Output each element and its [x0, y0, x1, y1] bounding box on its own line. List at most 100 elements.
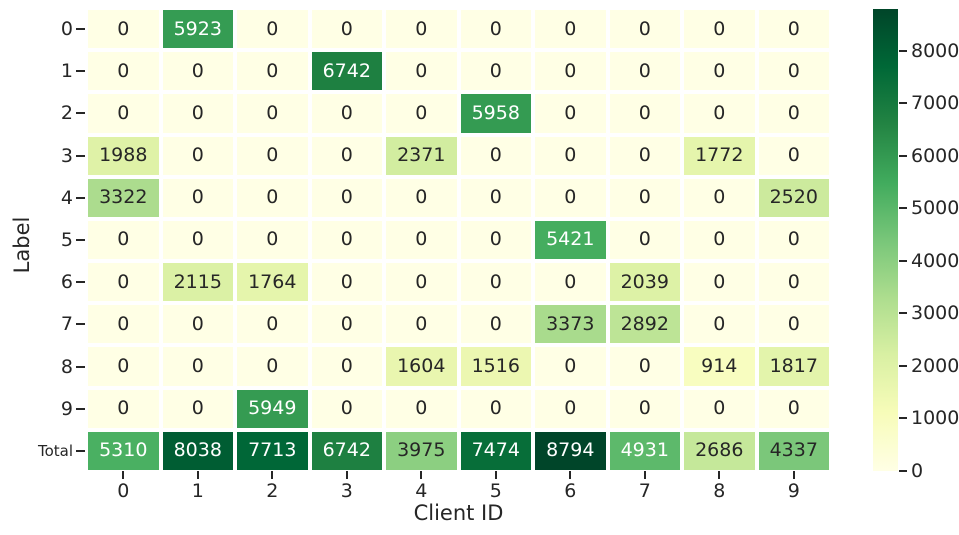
heatmap-cell: 0: [535, 347, 606, 386]
heatmap-cell: 0: [535, 10, 606, 49]
heatmap-cell: 8794: [535, 431, 606, 470]
heatmap-cell: 0: [758, 220, 829, 260]
y-tick-mark: [76, 281, 85, 284]
heatmap-cell: 0: [535, 263, 606, 302]
heatmap-cell: 0: [162, 220, 233, 260]
colorbar-tick-mark: [899, 207, 907, 210]
x-tick-mark: [792, 471, 795, 479]
x-tick-mark: [196, 471, 199, 479]
heatmap-cell: 1772: [684, 136, 755, 175]
heatmap-cell: 0: [684, 305, 755, 344]
y-tick-mark: [76, 196, 85, 199]
heatmap-cell: 2371: [386, 136, 457, 175]
heatmap-cell: 0: [758, 136, 829, 175]
heatmap-cell: 0: [386, 263, 457, 302]
y-tick-label: 0: [60, 18, 73, 41]
heatmap-cell: 0: [684, 220, 755, 260]
heatmap-cell: 0: [311, 94, 382, 133]
heatmap-cell: 0: [758, 305, 829, 344]
colorbar-tick-mark: [899, 364, 907, 367]
y-tick-mark: [76, 407, 85, 410]
heatmap-cell: 0: [311, 305, 382, 344]
colorbar-tick-mark: [899, 49, 907, 52]
heatmap-cell: 5923: [162, 10, 233, 49]
x-tick-mark: [420, 471, 423, 479]
heatmap-cell: 0: [386, 52, 457, 91]
x-tick-mark: [271, 471, 274, 479]
heatmap-cell: 2520: [758, 178, 829, 217]
heatmap-cell: 0: [684, 178, 755, 217]
colorbar-tick-label: 1000: [911, 407, 959, 430]
heatmap-cell: 0: [386, 389, 457, 428]
heatmap-cell: 0: [758, 389, 829, 428]
heatmap-cell: 0: [237, 305, 308, 344]
heatmap-cell: 0: [609, 347, 680, 386]
heatmap-cell: 914: [684, 347, 755, 386]
x-tick-label: 6: [564, 480, 577, 502]
y-tick-label: 9: [60, 397, 73, 420]
y-tick-label: 8: [60, 355, 73, 378]
heatmap-cell: 0: [237, 94, 308, 133]
colorbar-tick-mark: [899, 312, 907, 315]
heatmap-cell: 5958: [460, 94, 531, 133]
colorbar-tick-label: 8000: [911, 39, 959, 62]
x-tick-label: 8: [713, 480, 726, 502]
x-tick-mark: [569, 471, 572, 479]
y-tick-label: 5: [60, 229, 73, 251]
heatmap-cell: 0: [88, 10, 159, 49]
heatmap-cell: 1817: [758, 347, 829, 386]
heatmap-cell: 0: [311, 263, 382, 302]
heatmap-cell: 0: [311, 178, 382, 217]
heatmap-cell: 0: [609, 178, 680, 217]
colorbar-tick-mark: [899, 417, 907, 420]
heatmap-cell: 0: [386, 305, 457, 344]
heatmap-cell: 0: [535, 136, 606, 175]
heatmap-cell: 0: [311, 389, 382, 428]
y-tick-label: 4: [60, 186, 73, 209]
heatmap-cell: 1764: [237, 263, 308, 302]
heatmap-cell: 0: [237, 52, 308, 91]
heatmap-cell: 0: [162, 136, 233, 175]
x-tick-mark: [345, 471, 348, 479]
heatmap-cell: 0: [237, 220, 308, 260]
heatmap-cell: 0: [386, 220, 457, 260]
heatmap-cell: 3373: [535, 305, 606, 344]
y-tick-mark: [76, 365, 85, 368]
x-tick-label: 5: [489, 480, 502, 502]
x-tick-mark: [718, 471, 721, 479]
y-tick-label: 6: [60, 271, 73, 294]
colorbar-tick-label: 4000: [911, 249, 959, 272]
colorbar-tick-label: 2000: [911, 354, 959, 377]
heatmap-grid: 0 5923 0 0 0 0 0 0 0 0 0 0 0 6742 0 0 0 0 0 0 0 0 0 0 0 5958 0 0 0 0 1…: [88, 10, 829, 470]
x-tick-label: 2: [266, 480, 279, 502]
heatmap-cell: 0: [311, 136, 382, 175]
heatmap-cell: 0: [237, 178, 308, 217]
x-tick-mark: [494, 471, 497, 479]
heatmap-cell: 6742: [311, 52, 382, 91]
x-tick-label: 0: [117, 480, 130, 502]
heatmap-cell: 0: [460, 389, 531, 428]
heatmap-cell: 0: [88, 305, 159, 344]
heatmap-cell: 2892: [609, 305, 680, 344]
heatmap-cell: 0: [535, 178, 606, 217]
y-tick-mark: [76, 70, 85, 73]
heatmap-cell: 0: [684, 52, 755, 91]
heatmap-cell: 0: [88, 347, 159, 386]
heatmap-cell: 0: [609, 52, 680, 91]
y-tick-mark: [76, 239, 85, 241]
heatmap-cell: 5949: [237, 389, 308, 428]
heatmap-cell: 0: [311, 347, 382, 386]
heatmap-cell: 0: [460, 136, 531, 175]
y-tick-label: 7: [60, 313, 73, 336]
heatmap-cell: 0: [237, 10, 308, 49]
colorbar-tick-mark: [899, 102, 907, 105]
heatmap-cell: 1516: [460, 347, 531, 386]
heatmap-cell: 2686: [684, 431, 755, 470]
heatmap-cell: 0: [88, 52, 159, 91]
colorbar-tick-label: 7000: [911, 92, 959, 115]
heatmap-cell: 0: [684, 263, 755, 302]
heatmap-cell: 0: [237, 347, 308, 386]
x-tick-label: 4: [415, 480, 428, 502]
colorbar-tick-mark: [899, 154, 907, 157]
colorbar-tick-label: 3000: [911, 302, 959, 325]
